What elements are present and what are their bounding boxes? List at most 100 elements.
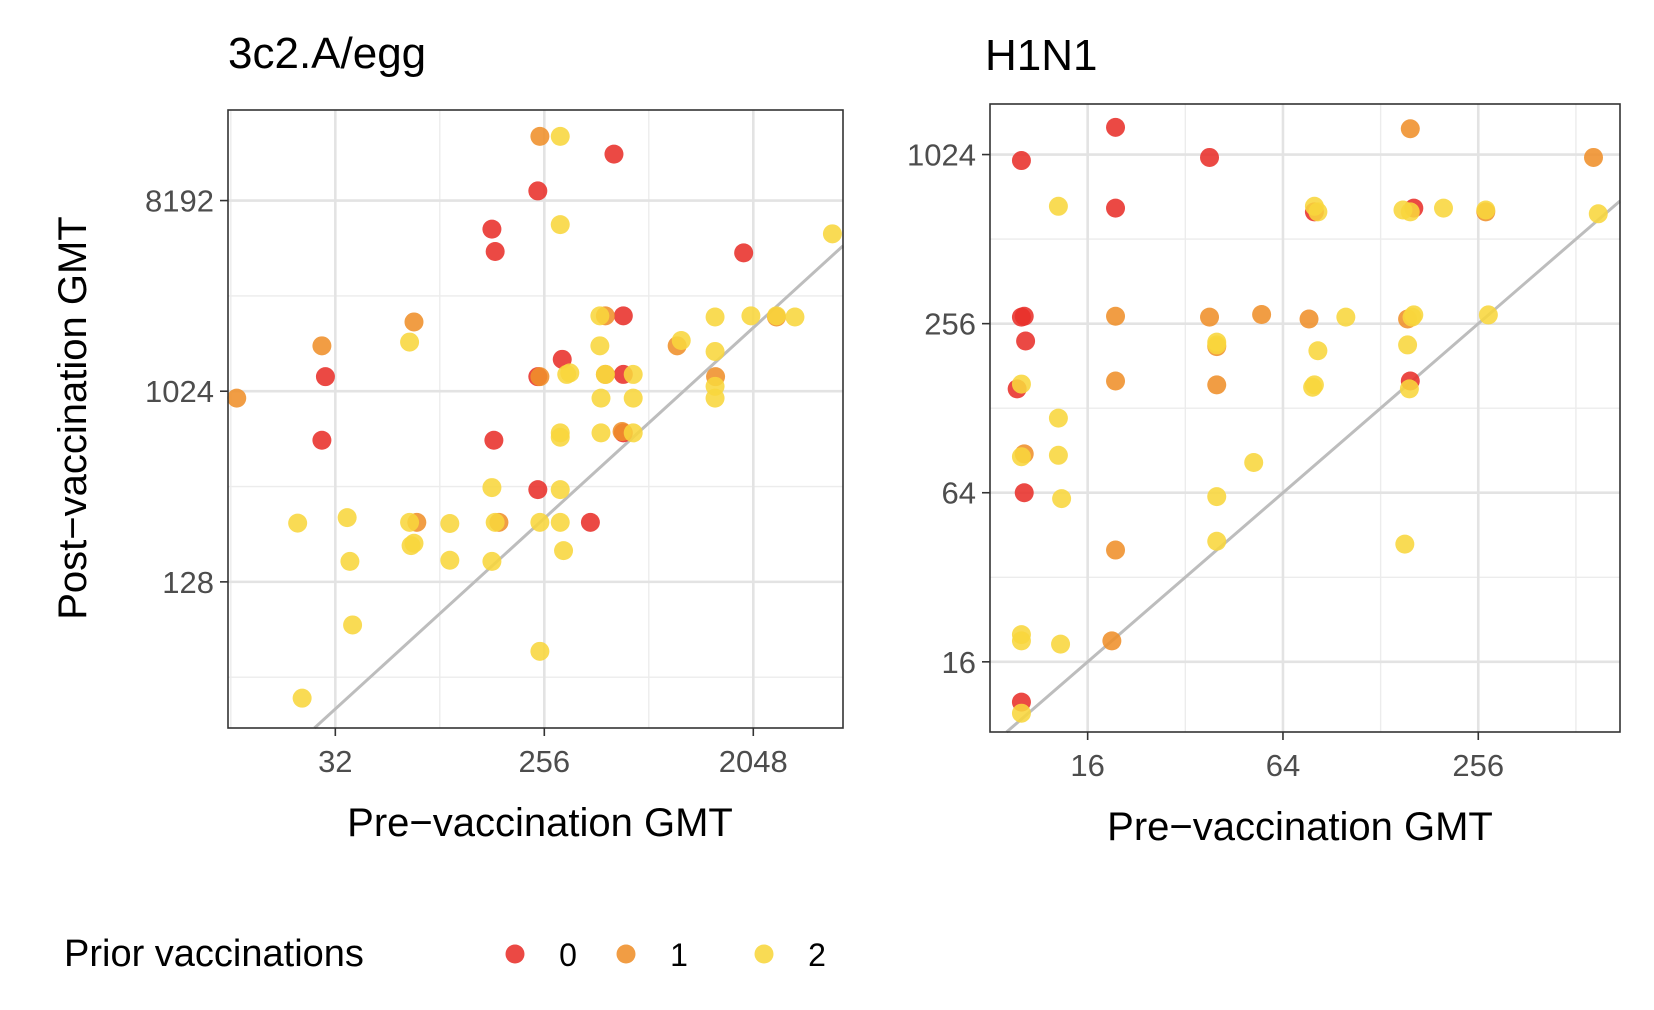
data-point-prior-2 xyxy=(591,388,611,408)
data-point-prior-2 xyxy=(550,480,570,500)
axis-ticks: 16 64 256 16 64 256 1024 xyxy=(907,138,1504,783)
data-point-prior-2 xyxy=(785,307,805,327)
data-point-prior-2 xyxy=(400,332,420,352)
data-point-prior-2 xyxy=(705,388,725,408)
data-point-prior-0 xyxy=(613,306,633,326)
y-tick-label: 1024 xyxy=(907,138,976,173)
panel-h1n1: H1N1 16 64 256 16 64 256 1024 Pre−vaccination … xyxy=(907,31,1621,849)
data-point-prior-2 xyxy=(440,513,460,533)
data-point-prior-2 xyxy=(623,364,643,384)
panel-3c2a-egg: 3c2.A/egg 32 256 2048 128 1024 8192 Pre−vacci… xyxy=(51,29,845,845)
data-point-prior-2 xyxy=(1048,445,1068,465)
data-point-prior-2 xyxy=(482,551,502,571)
data-point-prior-1 xyxy=(1106,306,1126,326)
x-tick-label: 256 xyxy=(518,744,570,779)
data-point-prior-0 xyxy=(1106,117,1126,137)
panel-title: 3c2.A/egg xyxy=(228,29,426,78)
data-point-prior-2 xyxy=(1011,631,1031,651)
data-point-prior-2 xyxy=(1308,341,1328,361)
legend-item: 1 xyxy=(616,937,688,973)
data-point-prior-0 xyxy=(485,242,505,262)
data-point-prior-2 xyxy=(1052,489,1072,509)
legend-key-dot xyxy=(505,944,525,964)
y-axis-title: Post−vaccination GMT xyxy=(51,216,95,620)
data-point-prior-2 xyxy=(623,423,643,443)
legend-key-dot xyxy=(754,944,774,964)
data-point-prior-2 xyxy=(741,306,761,326)
x-axis-title: Pre−vaccination GMT xyxy=(1107,805,1493,849)
legend-label: 0 xyxy=(559,937,577,973)
legend-label: 2 xyxy=(808,937,826,973)
data-point-prior-2 xyxy=(343,615,363,635)
data-point-prior-2 xyxy=(1395,534,1415,554)
data-point-prior-2 xyxy=(1207,487,1227,507)
data-point-prior-2 xyxy=(560,363,580,383)
data-point-prior-2 xyxy=(1048,196,1068,216)
data-point-prior-2 xyxy=(1051,634,1071,654)
data-point-prior-2 xyxy=(822,224,842,244)
data-point-prior-2 xyxy=(404,533,424,553)
data-point-prior-0 xyxy=(482,219,502,239)
data-point-prior-1 xyxy=(1400,119,1420,139)
data-point-prior-2 xyxy=(337,508,357,528)
data-point-prior-1 xyxy=(1584,147,1604,167)
data-point-prior-0 xyxy=(1200,147,1220,167)
data-point-prior-2 xyxy=(1400,202,1420,222)
plot-background xyxy=(990,104,1620,732)
y-tick-label: 16 xyxy=(942,645,976,680)
data-point-prior-0 xyxy=(604,144,624,164)
x-tick-label: 16 xyxy=(1070,748,1104,783)
data-point-prior-2 xyxy=(1011,447,1031,467)
data-point-prior-1 xyxy=(1200,307,1220,327)
data-point-prior-2 xyxy=(1336,307,1356,327)
data-point-prior-0 xyxy=(315,367,335,387)
data-point-prior-0 xyxy=(734,243,754,263)
data-point-prior-1 xyxy=(530,367,550,387)
data-point-prior-2 xyxy=(550,427,570,447)
data-point-prior-2 xyxy=(340,551,360,571)
x-tick-label: 256 xyxy=(1452,748,1504,783)
axis-ticks: 32 256 2048 128 1024 8192 xyxy=(145,184,788,779)
legend-key-dot xyxy=(616,944,636,964)
y-tick-label: 128 xyxy=(162,565,214,600)
data-point-prior-2 xyxy=(1478,305,1498,325)
data-point-prior-1 xyxy=(1106,540,1126,560)
grid xyxy=(228,110,843,728)
data-point-prior-2 xyxy=(550,512,570,532)
data-point-prior-2 xyxy=(1011,703,1031,723)
data-point-prior-2 xyxy=(1308,202,1328,222)
data-point-prior-2 xyxy=(554,541,574,561)
data-point-prior-1 xyxy=(1102,631,1122,651)
data-point-prior-2 xyxy=(705,307,725,327)
data-point-prior-2 xyxy=(1404,305,1424,325)
legend-items: 0 1 2 xyxy=(505,937,826,973)
data-point-prior-2 xyxy=(590,336,610,356)
grid xyxy=(990,104,1620,732)
data-point-prior-2 xyxy=(485,512,505,532)
data-point-prior-2 xyxy=(292,688,312,708)
legend-label: 1 xyxy=(670,937,688,973)
data-point-prior-0 xyxy=(484,430,504,450)
identity-line xyxy=(313,244,845,730)
plot-frame xyxy=(989,103,1621,733)
data-points xyxy=(1007,117,1608,723)
y-tick-label: 8192 xyxy=(145,184,214,219)
legend-item: 0 xyxy=(505,937,577,973)
data-point-prior-0 xyxy=(312,430,332,450)
legend-item: 2 xyxy=(754,937,826,973)
data-point-prior-2 xyxy=(671,331,691,351)
data-point-prior-0 xyxy=(528,181,548,201)
data-point-prior-0 xyxy=(1011,151,1031,171)
x-tick-label: 64 xyxy=(1266,748,1300,783)
y-tick-label: 1024 xyxy=(145,374,214,409)
reference-line xyxy=(313,244,845,730)
data-point-prior-2 xyxy=(767,306,787,326)
plot-frame xyxy=(227,109,844,729)
data-point-prior-2 xyxy=(530,641,550,661)
panel-title: H1N1 xyxy=(985,31,1098,80)
data-point-prior-0 xyxy=(1014,483,1034,503)
data-point-prior-2 xyxy=(482,478,502,498)
data-point-prior-2 xyxy=(1434,198,1454,218)
data-point-prior-0 xyxy=(1014,306,1034,326)
